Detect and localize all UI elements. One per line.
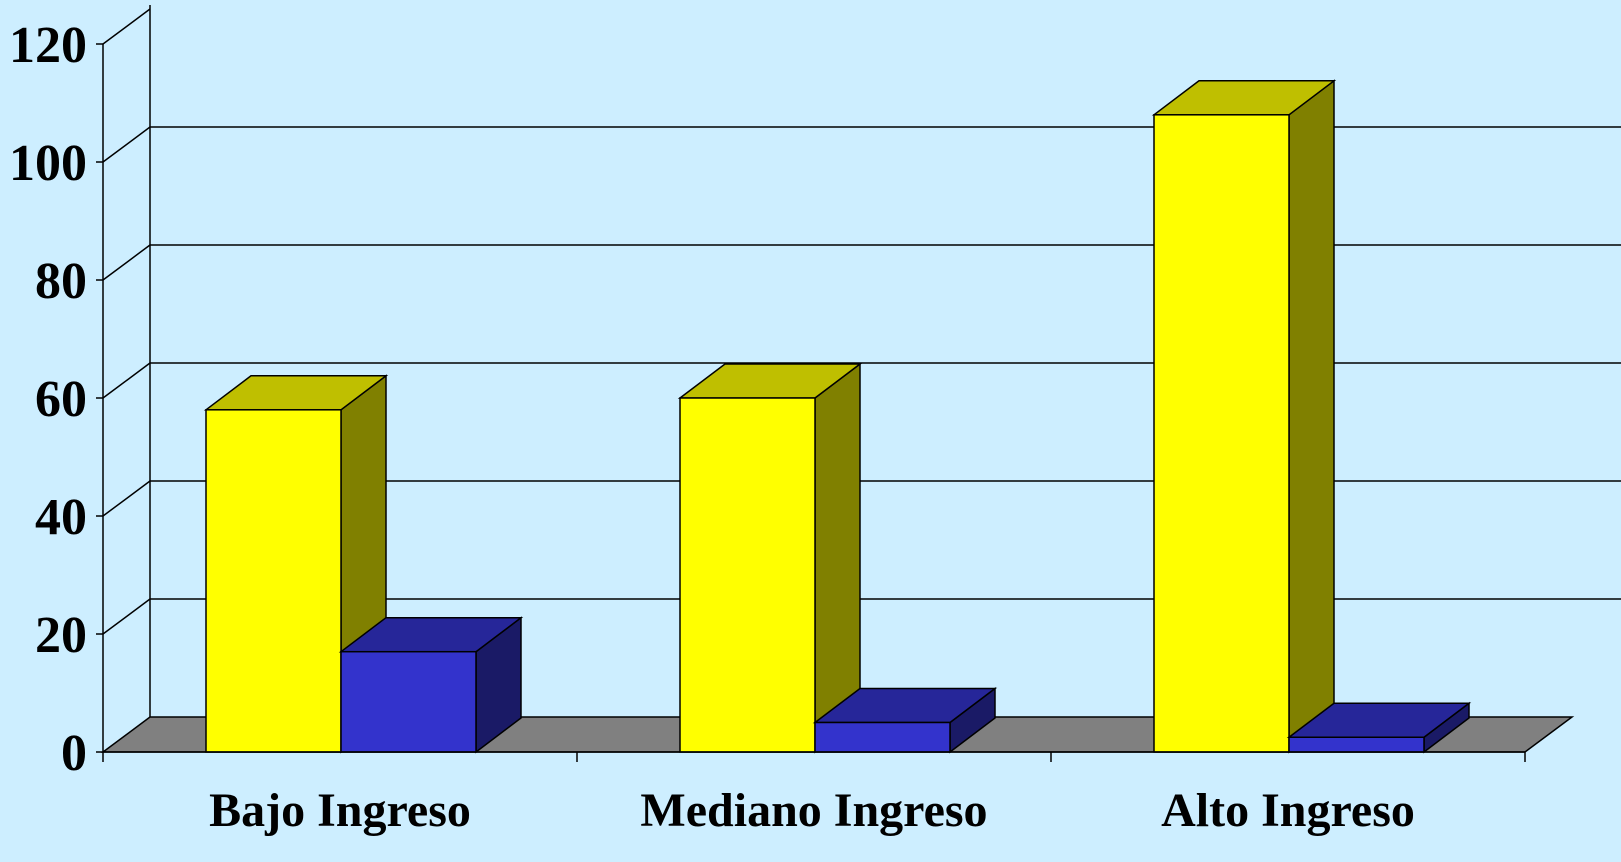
bar-side [1288, 79, 1335, 754]
gridline-diagonal [102, 126, 151, 163]
bar [677, 362, 863, 754]
bar-front [205, 409, 342, 753]
gridline-diagonal [102, 244, 151, 281]
y-tick-label: 120 [9, 17, 87, 74]
bar [1151, 79, 1337, 754]
bar [338, 616, 524, 754]
bar-front [1153, 114, 1290, 753]
x-tick-label: Mediano Ingreso [640, 784, 987, 837]
y-tick-labels: 0 20 40 60 80 100 120 [9, 17, 87, 782]
bar-front [679, 397, 816, 753]
gridline-diagonal [102, 362, 151, 399]
x-tick-labels: Bajo Ingreso Mediano Ingreso Alto Ingreso [209, 784, 1415, 837]
y-tick-label: 20 [35, 607, 87, 664]
gridlines [102, 8, 1621, 635]
y-tick-label: 0 [61, 725, 87, 782]
y-tick-label: 60 [35, 371, 87, 428]
y-tick-label: 40 [35, 489, 87, 546]
bar-front [340, 650, 477, 753]
bar-front [1288, 736, 1425, 753]
bar [812, 686, 998, 754]
bar-front [814, 721, 951, 753]
axes [96, 43, 1526, 762]
gridline-diagonal [102, 480, 151, 517]
gridline-diagonal [102, 598, 151, 635]
x-tick-label: Alto Ingreso [1161, 784, 1415, 837]
y-tick-label: 80 [35, 253, 87, 310]
bar [1286, 701, 1472, 754]
y-tick-label: 100 [9, 135, 87, 192]
x-tick-label: Bajo Ingreso [209, 784, 471, 837]
gridline-diagonal [102, 8, 151, 45]
bars [203, 79, 1472, 754]
